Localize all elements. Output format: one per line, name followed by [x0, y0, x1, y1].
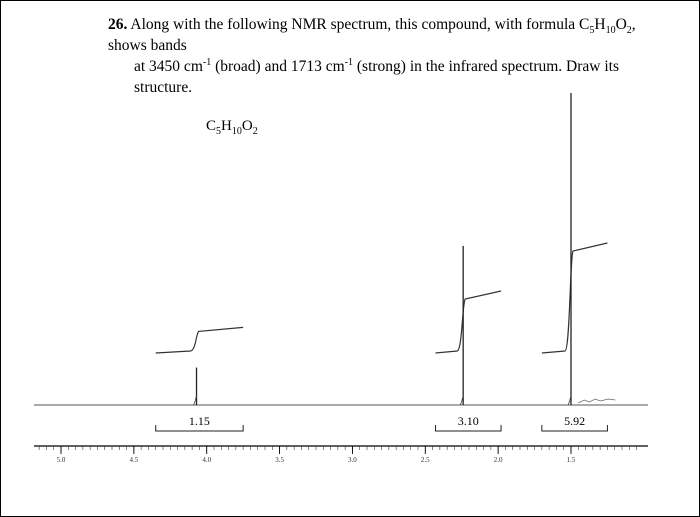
integral-curve-2: [435, 290, 502, 354]
x-tick-label-4: 3.5: [275, 456, 284, 464]
integration-bracket-2: [434, 425, 502, 432]
integration-bracket-1: [155, 425, 244, 432]
x-tick-label-7: 2.0: [494, 456, 503, 464]
baseline-noise: [578, 398, 616, 404]
integration-label-2: 3.10: [458, 414, 479, 428]
question-number: 26.: [108, 16, 128, 33]
x-tick-label-3: 4.0: [202, 456, 211, 464]
integral-curve-1: [155, 326, 244, 354]
x-tick-label-5: 3.0: [348, 456, 357, 464]
integration-label-3: 5.92: [564, 414, 585, 428]
integral-curve-3: [541, 242, 608, 354]
question-text: 26. Along with the following NMR spectru…: [108, 14, 668, 98]
peak-shoulder-3: [567, 394, 572, 406]
integration-bracket-3: [541, 425, 608, 432]
x-tick-label-6: 2.5: [421, 456, 430, 464]
question-line2: at 3450 cm-1 (broad) and 1713 cm-1 (stro…: [134, 56, 620, 96]
integration-label-1: 1.15: [189, 414, 210, 428]
molecular-formula-label: C5H10O2: [206, 118, 258, 137]
peak-shoulder-2: [459, 394, 464, 406]
peak-shoulder-1: [193, 394, 197, 406]
x-tick-label-8: 1.5: [567, 456, 576, 464]
question-line1: Along with the following NMR spectrum, t…: [108, 16, 636, 54]
x-tick-label-1: 5.0: [57, 456, 66, 464]
x-tick-label-2: 4.5: [129, 456, 138, 464]
